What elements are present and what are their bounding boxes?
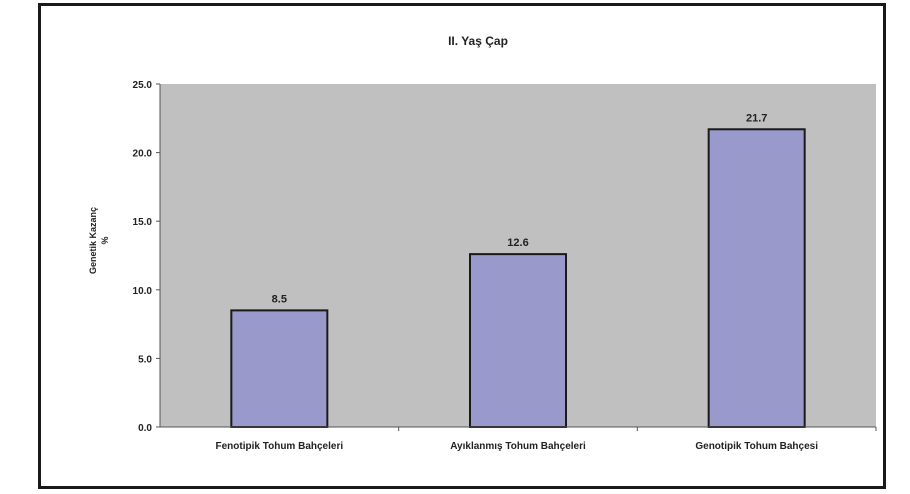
y-axis: 0.0 5.0 10.0 15.0 20.0 25.0 [133, 80, 161, 434]
bar [707, 128, 806, 428]
bar-value-label: 8.5 [272, 293, 287, 305]
y-axis-label: Genetik Kazanç% [88, 207, 110, 274]
bar [230, 309, 329, 429]
y-axis-label-line: Genetik Kazanç [88, 207, 98, 274]
y-tick-label: 20.0 [133, 149, 153, 160]
y-tick-label: 25.0 [133, 80, 153, 91]
x-category-label: Genotipik Tohum Bahçesi [695, 441, 818, 452]
bar-value-label: 21.7 [746, 112, 767, 124]
bar-value-label: 12.6 [507, 237, 528, 249]
data-labels: 8.5 12.6 21.7 [272, 112, 768, 305]
y-tick-label: 10.0 [133, 286, 153, 297]
y-tick-label: 5.0 [138, 354, 152, 365]
y-axis-label-line: % [100, 236, 110, 244]
bar [469, 253, 567, 428]
chart-title: II. Yaş Çap [448, 34, 508, 48]
x-category-label: Fenotipik Tohum Bahçeleri [216, 441, 344, 452]
x-axis: Fenotipik Tohum Bahçeleri Ayıklanmış Tohu… [160, 426, 877, 452]
y-tick-label: 0.0 [138, 423, 152, 434]
y-tick-label: 15.0 [133, 217, 153, 228]
x-category-label: Ayıklanmış Tohum Bahçeleri [450, 441, 586, 452]
